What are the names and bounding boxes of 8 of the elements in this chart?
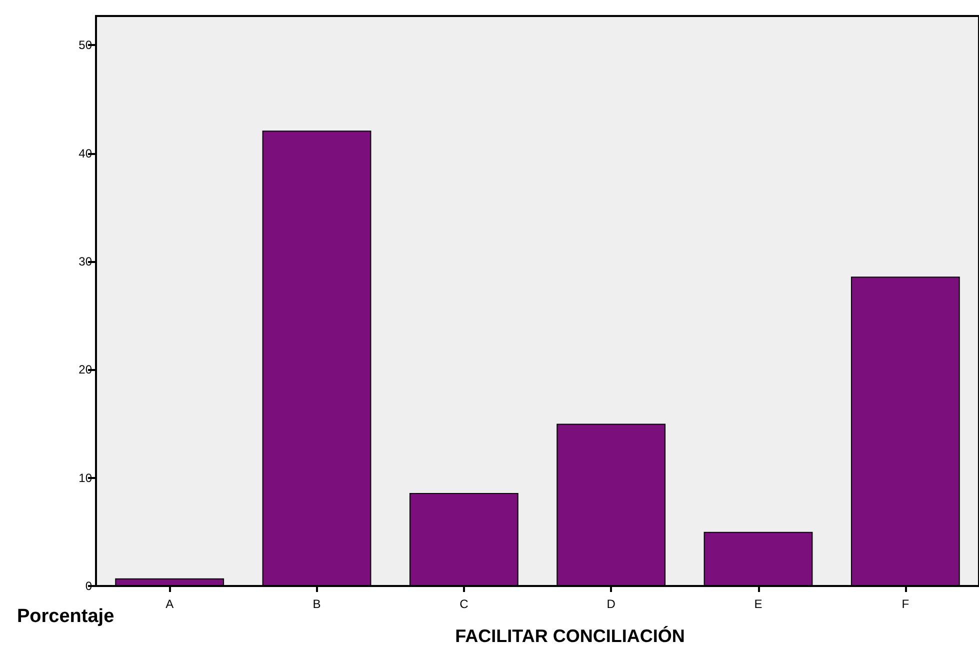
x-tick-label: E (754, 597, 762, 611)
x-tick-label: A (166, 597, 174, 611)
x-tick-label: F (902, 597, 910, 611)
x-axis-title: FACILITAR CONCILIACIÓN (455, 626, 685, 646)
x-tick-label: C (460, 597, 469, 611)
x-tick-label: B (312, 597, 321, 611)
y-axis-title: Porcentaje (17, 606, 114, 627)
x-tick-label: D (606, 597, 616, 611)
